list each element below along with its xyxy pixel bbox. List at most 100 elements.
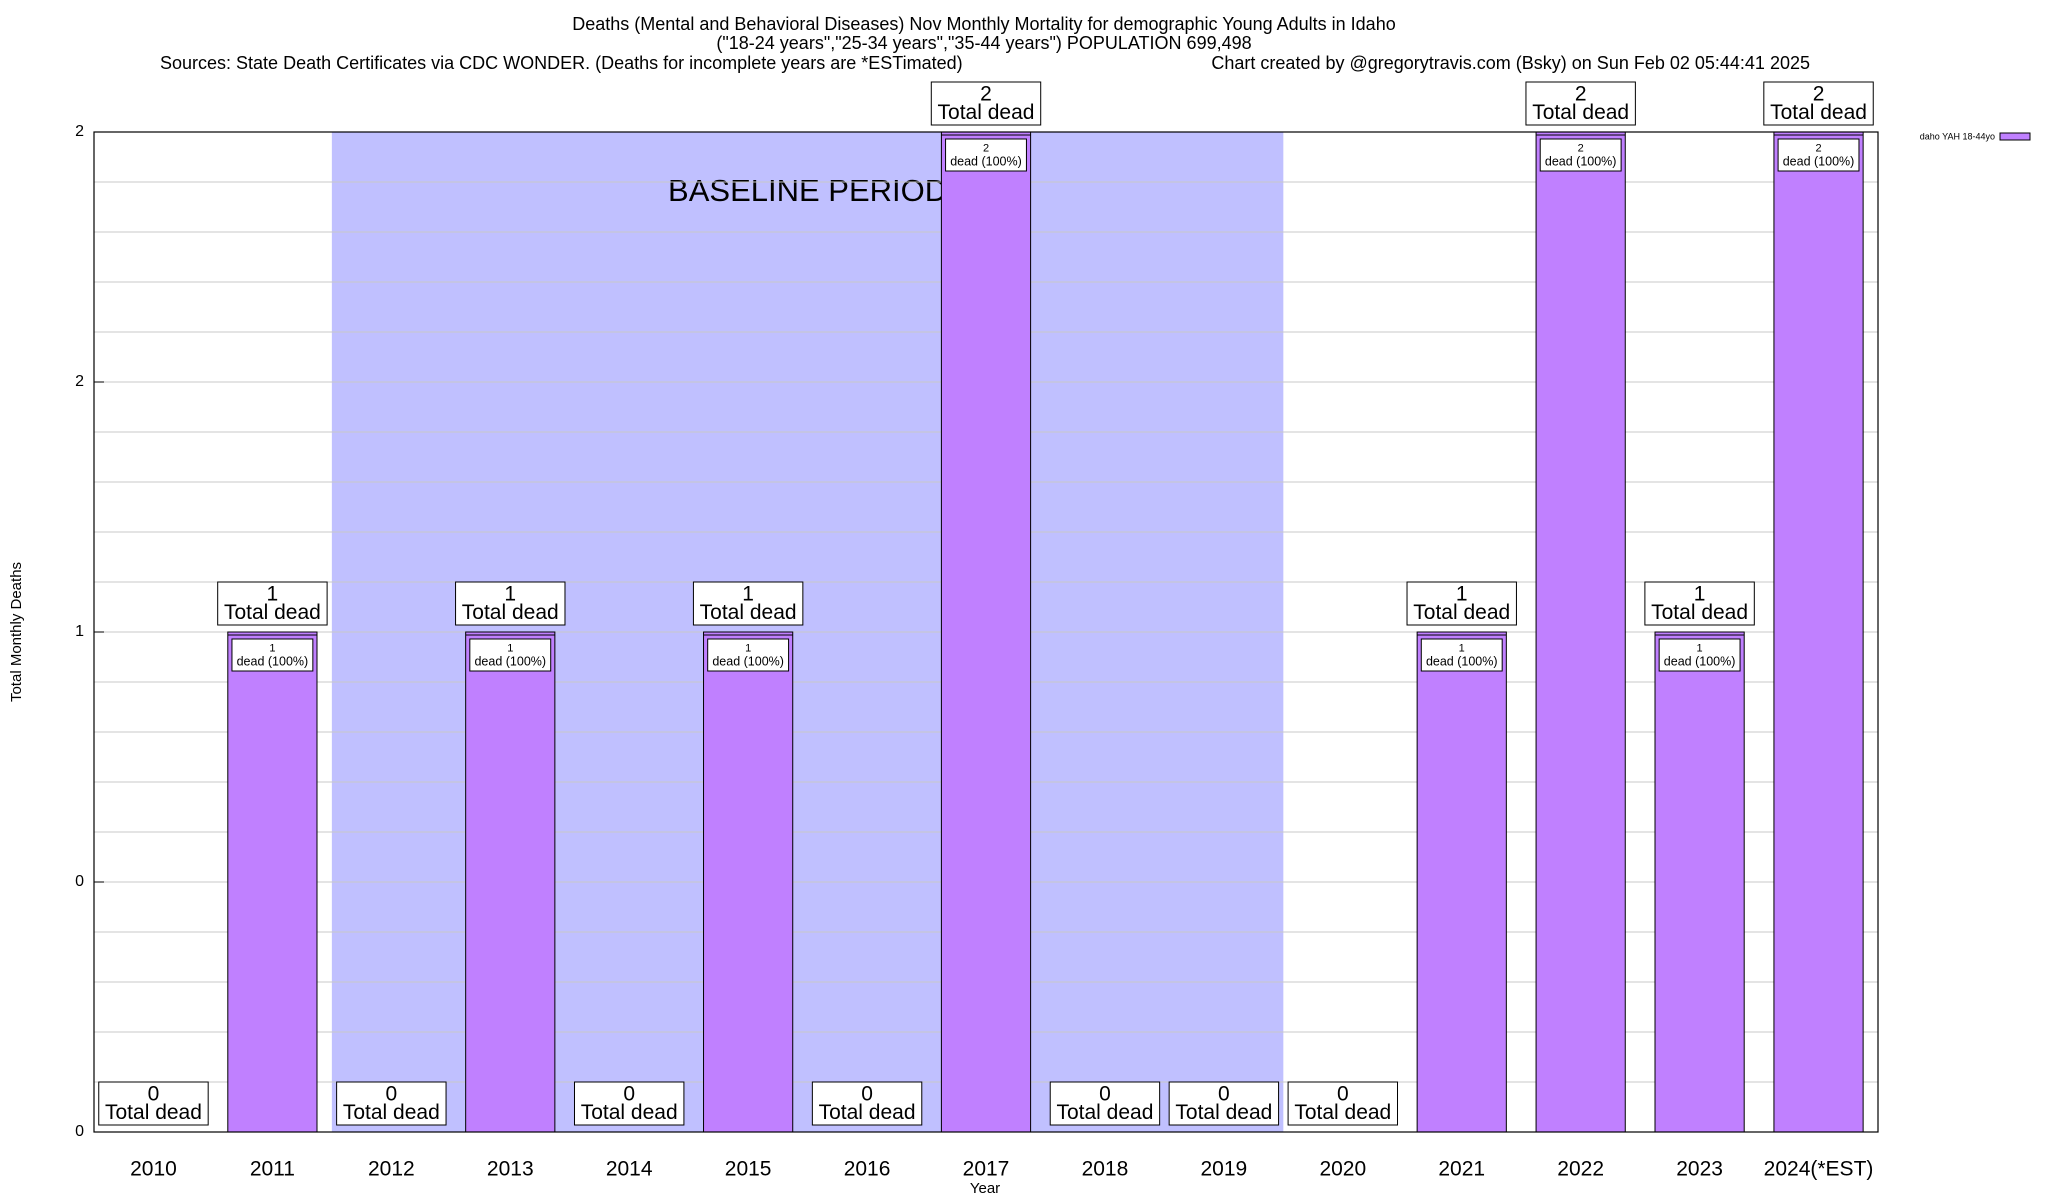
total-label-value: 2 xyxy=(1813,82,1825,105)
legend-label: daho YAH 18-44yo xyxy=(1920,131,1995,141)
chart-title: Deaths (Mental and Behavioral Diseases) … xyxy=(572,14,1395,34)
baseline-label: BASELINE PERIOD xyxy=(668,173,947,208)
inner-label-value: 1 xyxy=(745,643,751,655)
x-tick-label: 2013 xyxy=(487,1158,534,1181)
total-label-text: Total dead xyxy=(1175,1101,1272,1124)
total-label-value: 0 xyxy=(385,1082,397,1105)
total-label-value: 0 xyxy=(623,1082,635,1105)
y-tick-label: 1 xyxy=(75,623,84,640)
inner-label-text: dead (100%) xyxy=(712,655,784,669)
inner-label-box xyxy=(231,638,314,672)
credit-note: Chart created by @gregorytravis.com (Bsk… xyxy=(1211,53,1810,73)
x-tick-label: 2018 xyxy=(1082,1158,1129,1181)
bar xyxy=(703,631,794,1133)
x-tick-label: 2010 xyxy=(130,1158,177,1181)
total-label-value: 0 xyxy=(861,1082,873,1105)
bar xyxy=(1416,631,1507,1133)
x-tick-label: 2014 xyxy=(606,1158,653,1181)
x-tick-label: 2020 xyxy=(1319,1158,1366,1181)
inner-label-box xyxy=(1658,638,1741,672)
total-label-box xyxy=(811,1081,923,1126)
total-label-text: Total dead xyxy=(462,601,559,624)
inner-label-box xyxy=(1777,138,1860,172)
legend-swatch xyxy=(1999,132,2031,141)
x-tick-label: 2022 xyxy=(1557,1158,1604,1181)
total-label-text: Total dead xyxy=(700,601,797,624)
inner-label-value: 2 xyxy=(1815,143,1821,155)
inner-label-box xyxy=(469,638,552,672)
total-label-text: Total dead xyxy=(1770,101,1867,124)
total-label-value: 1 xyxy=(1456,582,1468,605)
total-label-box xyxy=(1525,81,1636,126)
total-label-value: 1 xyxy=(504,582,516,605)
total-label-value: 0 xyxy=(1218,1082,1230,1105)
bar xyxy=(465,631,556,1133)
total-label-box xyxy=(1287,1081,1399,1126)
total-label-box xyxy=(336,1081,447,1126)
inner-label-value: 1 xyxy=(1697,643,1703,655)
total-label-box xyxy=(692,581,804,626)
inner-label-text: dead (100%) xyxy=(1783,155,1855,169)
total-label-text: Total dead xyxy=(1056,1101,1153,1124)
bar xyxy=(1535,131,1626,1133)
total-label-box xyxy=(1763,81,1874,126)
inner-label-text: dead (100%) xyxy=(1545,155,1617,169)
x-tick-label: 2015 xyxy=(725,1158,772,1181)
total-label-text: Total dead xyxy=(581,1101,678,1124)
x-tick-label: 2011 xyxy=(250,1158,295,1181)
inner-label-value: 2 xyxy=(1578,143,1584,155)
inner-label-box xyxy=(945,138,1027,172)
x-tick-label: 2023 xyxy=(1676,1158,1723,1181)
total-label-value: 1 xyxy=(1694,582,1706,605)
y-axis-title: Total Monthly Deaths xyxy=(8,562,25,702)
inner-label-value: 1 xyxy=(269,643,275,655)
total-label-box xyxy=(98,1081,209,1126)
x-axis-title: Year xyxy=(970,1180,1000,1197)
inner-label-box xyxy=(1420,638,1503,672)
total-label-value: 2 xyxy=(980,82,992,105)
total-label-value: 2 xyxy=(1575,82,1587,105)
inner-label-text: dead (100%) xyxy=(474,655,546,669)
total-label-value: 0 xyxy=(1337,1082,1349,1105)
inner-label-value: 1 xyxy=(1459,643,1465,655)
total-label-text: Total dead xyxy=(343,1101,440,1124)
total-label-text: Total dead xyxy=(1651,601,1748,624)
bar xyxy=(227,631,318,1133)
inner-label-box xyxy=(707,638,790,672)
total-label-text: Total dead xyxy=(1294,1101,1391,1124)
bar xyxy=(1654,631,1745,1133)
total-label-text: Total dead xyxy=(1413,601,1510,624)
total-label-text: Total dead xyxy=(224,601,321,624)
total-label-box xyxy=(573,1081,685,1126)
plot-frame xyxy=(93,131,1879,1133)
total-label-value: 1 xyxy=(267,582,279,605)
x-tick-label: 2024(*EST) xyxy=(1764,1158,1874,1181)
x-tick-label: 2019 xyxy=(1201,1158,1248,1181)
total-label-value: 0 xyxy=(148,1082,160,1105)
bar xyxy=(940,131,1032,1133)
total-label-text: Total dead xyxy=(1532,101,1629,124)
total-label-box xyxy=(217,581,328,626)
total-label-box xyxy=(1049,1081,1161,1126)
inner-label-text: dead (100%) xyxy=(950,155,1022,169)
y-tick-label: 2 xyxy=(75,123,84,140)
total-label-text: Total dead xyxy=(819,1101,916,1124)
total-label-box xyxy=(1406,581,1517,626)
total-label-value: 0 xyxy=(1099,1082,1111,1105)
total-label-value: 1 xyxy=(742,582,754,605)
chart-subtitle: ("18-24 years","25-34 years","35-44 year… xyxy=(716,33,1251,53)
x-tick-label: 2012 xyxy=(368,1158,415,1181)
x-tick-label: 2017 xyxy=(963,1158,1010,1181)
total-label-text: Total dead xyxy=(105,1101,202,1124)
y-tick-label: 2 xyxy=(75,373,84,390)
inner-label-value: 2 xyxy=(983,143,989,155)
inner-label-text: dead (100%) xyxy=(1426,655,1498,669)
inner-label-text: dead (100%) xyxy=(237,655,309,669)
total-label-box xyxy=(455,581,566,626)
y-tick-label: 0 xyxy=(75,1123,84,1140)
inner-label-text: dead (100%) xyxy=(1664,655,1736,669)
x-tick-label: 2016 xyxy=(844,1158,891,1181)
source-note: Sources: State Death Certificates via CD… xyxy=(160,53,963,73)
total-label-box xyxy=(1644,581,1755,626)
